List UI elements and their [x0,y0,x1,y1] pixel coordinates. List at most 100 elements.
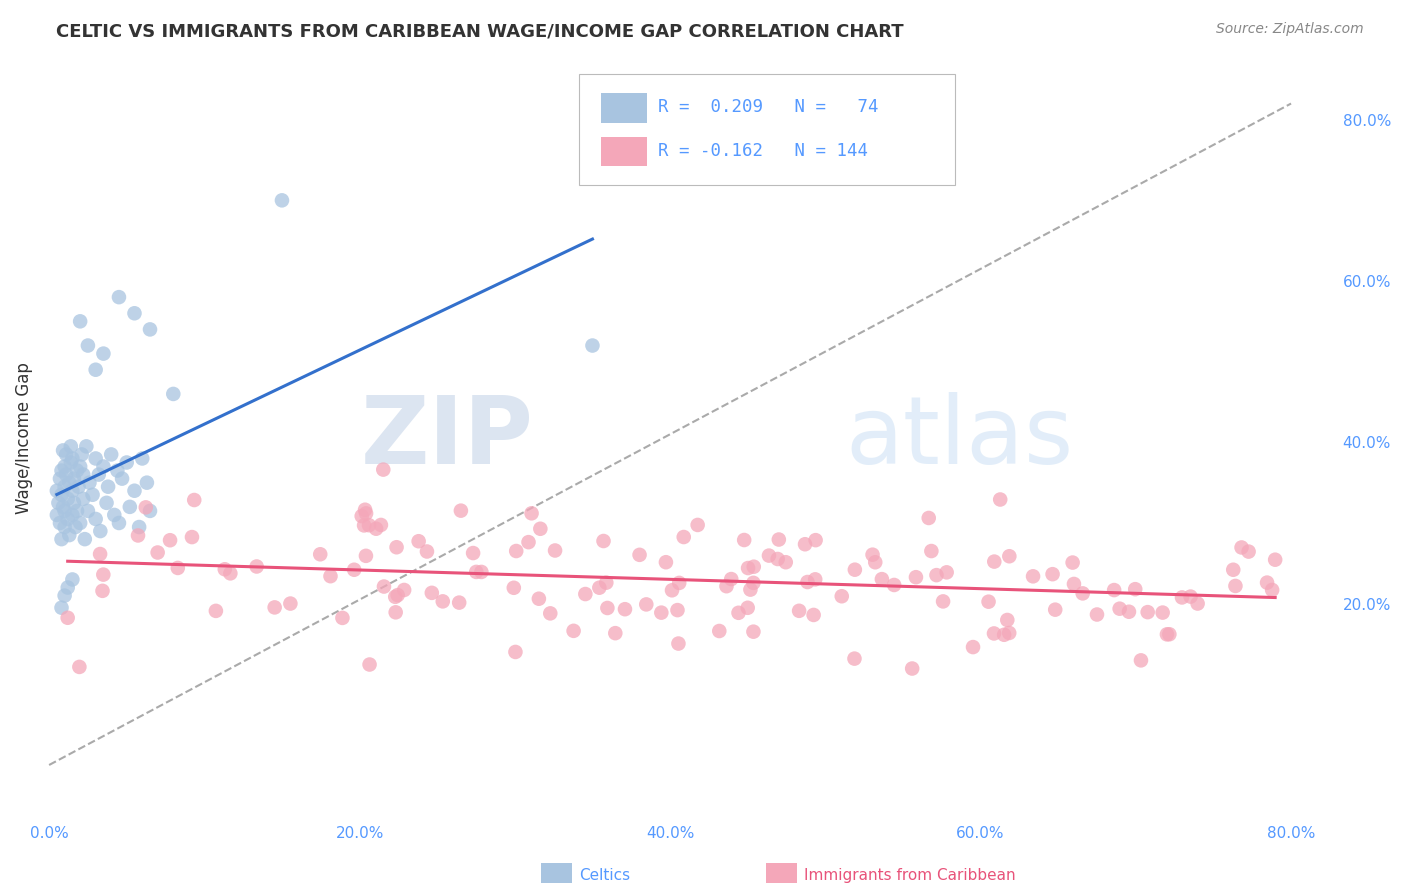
Point [139,504,162,518]
Point [1102,583,1125,598]
Point [205,604,228,618]
Point [309,547,332,561]
Point [93,459,115,474]
Point [432,594,454,608]
Point [962,640,984,654]
Point [686,518,709,533]
Point [1108,601,1130,615]
Point [993,628,1015,642]
Point [768,533,790,547]
Point [55,447,77,461]
Point [727,606,749,620]
Point [384,605,406,619]
Point [332,611,354,625]
Point [359,657,381,672]
Point [72,467,94,482]
Point [53,459,76,474]
Point [596,601,619,615]
Point [55,467,77,482]
Point [450,503,472,517]
Point [766,552,789,566]
Text: CELTIC VS IMMIGRANTS FROM CARIBBEAN WAGE/INCOME GAP CORRELATION CHART: CELTIC VS IMMIGRANTS FROM CARIBBEAN WAGE… [56,22,904,40]
Point [804,572,827,586]
Point [904,570,927,584]
Point [1264,552,1286,566]
Point [69,459,91,474]
Point [45,508,67,522]
Point [844,651,866,665]
Point [103,508,125,522]
Point [758,549,780,563]
Point [354,549,377,563]
Point [354,502,377,516]
Point [661,583,683,598]
Point [520,506,543,520]
Point [1118,605,1140,619]
Point [100,447,122,461]
Point [1180,590,1202,604]
Point [1045,602,1067,616]
Point [1159,627,1181,641]
Point [219,566,242,581]
Point [45,483,67,498]
Point [271,194,294,208]
Point [408,534,430,549]
Point [796,574,818,589]
Point [51,532,73,546]
Point [56,581,79,595]
Point [983,555,1005,569]
Point [935,566,957,580]
Point [1171,591,1194,605]
Point [350,509,373,524]
Point [581,338,603,352]
Point [146,545,169,559]
Point [1237,544,1260,558]
Point [1225,579,1247,593]
Point [775,555,797,569]
Point [742,624,765,639]
Point [69,516,91,530]
Point [53,504,76,518]
Point [343,563,366,577]
Point [883,578,905,592]
Point [870,572,893,586]
Point [353,518,375,533]
Point [118,500,141,514]
Point [804,533,827,548]
Point [67,660,90,674]
Point [108,290,131,304]
Text: R =  0.209   N =   74: R = 0.209 N = 74 [658,98,879,116]
Point [131,451,153,466]
Point [128,520,150,534]
Point [79,475,101,490]
Point [214,562,236,576]
Point [1261,582,1284,597]
Point [385,540,408,554]
Point [59,439,82,453]
Point [162,387,184,401]
Point [595,575,617,590]
Point [988,492,1011,507]
Point [89,547,111,561]
Point [998,549,1021,564]
Text: R = -0.162   N = 144: R = -0.162 N = 144 [658,142,869,160]
Point [91,567,114,582]
Point [111,472,134,486]
Text: Source: ZipAtlas.com: Source: ZipAtlas.com [1216,22,1364,37]
Point [1062,556,1084,570]
Point [69,314,91,328]
Point [977,595,1000,609]
Point [60,573,83,587]
Point [181,530,204,544]
Point [373,462,395,476]
Point [470,565,492,579]
Point [1022,569,1045,583]
Point [605,626,627,640]
Point [1085,607,1108,622]
Point [562,624,585,638]
Point [844,563,866,577]
Point [370,518,392,533]
Point [56,491,79,506]
Point [392,582,415,597]
Point [56,512,79,526]
